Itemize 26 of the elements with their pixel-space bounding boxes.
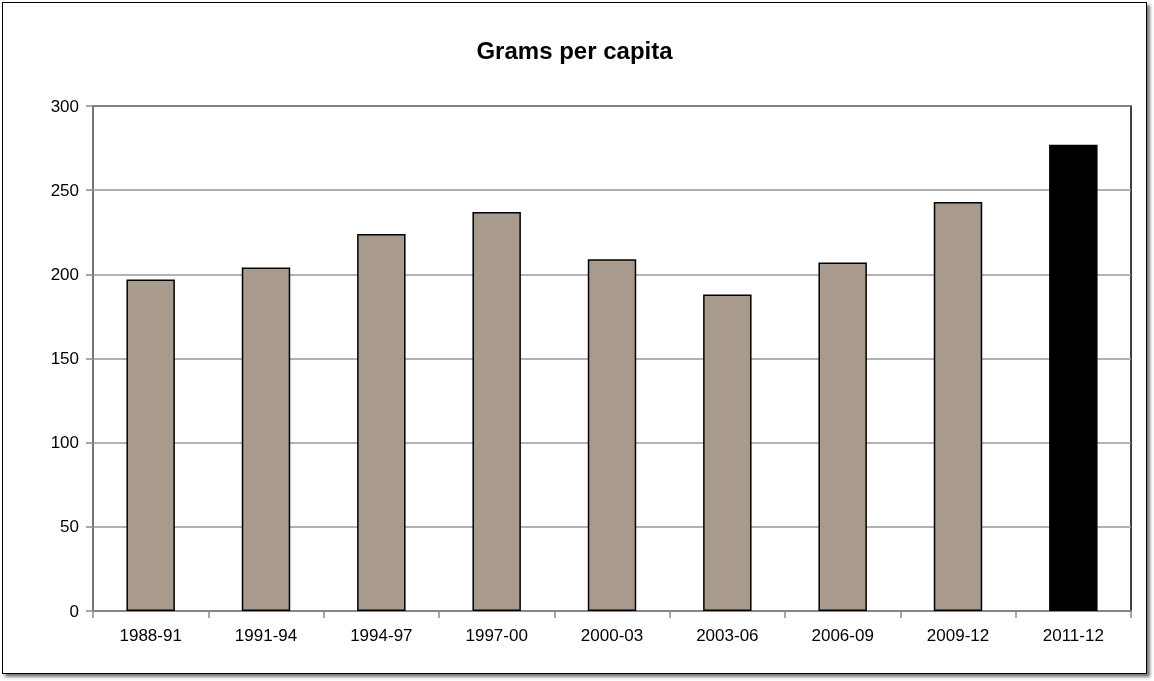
bar <box>703 294 752 611</box>
y-tick-label: 250 <box>50 180 79 200</box>
bar <box>933 201 983 611</box>
y-tick-label: 0 <box>69 601 79 621</box>
bar <box>818 262 867 611</box>
bar <box>241 267 291 611</box>
bar <box>587 259 637 611</box>
y-tick-label: 50 <box>60 517 79 537</box>
x-tick-label: 1988-91 <box>119 626 182 645</box>
y-tick-label: 300 <box>50 96 79 116</box>
y-tick-label: 200 <box>50 264 79 284</box>
bar <box>126 279 175 611</box>
x-tick-label: 1997-00 <box>465 626 528 645</box>
chart-title: Grams per capita <box>476 36 674 64</box>
y-tick-label: 150 <box>50 349 79 368</box>
y-tick-label: 100 <box>50 433 79 453</box>
x-tick-label: 1991-94 <box>234 626 298 645</box>
x-tick-label: 2000-03 <box>580 626 644 645</box>
x-tick-label: 2006-09 <box>811 626 874 645</box>
bar <box>472 212 521 611</box>
x-tick-label: 1994-97 <box>350 626 413 645</box>
x-tick-label: 2009-12 <box>926 626 990 645</box>
bar <box>357 233 406 611</box>
bar <box>1049 144 1098 611</box>
x-tick-label: 2003-06 <box>696 626 759 645</box>
x-tick-label: 2011-12 <box>1042 626 1104 645</box>
